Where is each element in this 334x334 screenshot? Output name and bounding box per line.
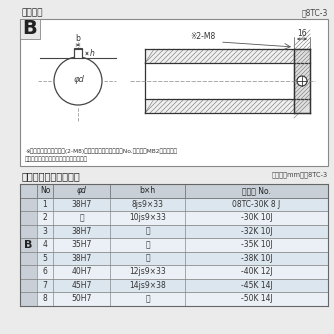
Bar (145, 99, 310, 113)
Text: ※セットボルト用タップ(2-M8)が必要な場合は記コードNo.の末尾にMB2を付ける。: ※セットボルト用タップ(2-M8)が必要な場合は記コードNo.の末尾にMB2を付… (25, 148, 177, 154)
Bar (20, 19, 40, 39)
Text: 5: 5 (42, 254, 47, 263)
Bar (20, 252, 37, 265)
Text: 40H7: 40H7 (71, 267, 92, 276)
Text: h: h (90, 49, 95, 58)
Text: 16: 16 (297, 29, 307, 38)
Bar (74, 48, 82, 58)
Bar (37, 292, 328, 306)
Text: -30K 10J: -30K 10J (240, 213, 272, 222)
Text: 7: 7 (42, 281, 47, 290)
Text: 10js9×33: 10js9×33 (129, 213, 166, 222)
Text: B: B (23, 19, 37, 38)
Bar (20, 265, 37, 279)
Bar (145, 63, 310, 99)
Text: 50H7: 50H7 (71, 294, 92, 303)
Text: 14js9×38: 14js9×38 (129, 281, 166, 290)
Text: No: No (40, 186, 50, 195)
Bar (20, 211, 37, 224)
Bar (37, 197, 328, 211)
Text: 12js9×33: 12js9×33 (129, 267, 166, 276)
Text: コード No.: コード No. (242, 186, 271, 195)
Text: 3: 3 (42, 227, 47, 236)
Text: 38H7: 38H7 (71, 254, 92, 263)
Text: 1: 1 (43, 200, 47, 209)
Text: 〃: 〃 (145, 227, 150, 236)
Text: 38H7: 38H7 (71, 200, 92, 209)
Text: 8js9×33: 8js9×33 (132, 200, 164, 209)
Text: 図8TC-3: 図8TC-3 (302, 8, 328, 17)
Bar (37, 252, 328, 265)
Text: φd: φd (73, 74, 85, 84)
Text: 6: 6 (42, 267, 47, 276)
Text: ※2-M8: ※2-M8 (190, 32, 215, 41)
Text: -45K 14J: -45K 14J (240, 281, 272, 290)
Text: 〃: 〃 (145, 294, 150, 303)
Bar (294, 49, 310, 113)
Bar (20, 224, 37, 238)
Text: 35H7: 35H7 (71, 240, 92, 249)
Bar (37, 279, 328, 292)
Bar (145, 49, 310, 63)
Bar (20, 238, 37, 252)
Text: （セットボルトは付属されています。）: （セットボルトは付属されています。） (25, 156, 88, 162)
Text: -38K 10J: -38K 10J (241, 254, 272, 263)
Text: b×h: b×h (139, 186, 156, 195)
Text: φd: φd (76, 186, 87, 195)
Text: 2: 2 (43, 213, 47, 222)
Bar (20, 184, 328, 197)
Text: 軸穴形状: 軸穴形状 (22, 8, 43, 17)
Text: 〃: 〃 (145, 240, 150, 249)
Text: 08TC-30K 8 J: 08TC-30K 8 J (232, 200, 281, 209)
Text: 〃: 〃 (79, 213, 84, 222)
Text: 45H7: 45H7 (71, 281, 92, 290)
Text: 8: 8 (43, 294, 47, 303)
Text: -32K 10J: -32K 10J (241, 227, 272, 236)
Bar (20, 184, 37, 197)
Text: -35K 10J: -35K 10J (240, 240, 272, 249)
Bar (37, 211, 328, 224)
Text: b: b (75, 34, 80, 43)
Text: 軸穴形状コード一覧表: 軸穴形状コード一覧表 (22, 171, 81, 181)
Text: -50K 14J: -50K 14J (240, 294, 272, 303)
Text: 38H7: 38H7 (71, 227, 92, 236)
Text: -40K 12J: -40K 12J (241, 267, 272, 276)
Text: 4: 4 (42, 240, 47, 249)
Circle shape (54, 57, 102, 105)
Bar (20, 19, 328, 166)
Text: （単位：mm　図8TC-3: （単位：mm 図8TC-3 (272, 171, 328, 178)
Bar (37, 238, 328, 252)
Circle shape (297, 76, 307, 86)
Text: 〃: 〃 (145, 254, 150, 263)
Bar (20, 279, 37, 292)
Text: B: B (24, 240, 33, 250)
Bar (20, 197, 37, 211)
Bar (37, 265, 328, 279)
Bar (37, 224, 328, 238)
Bar (20, 292, 37, 306)
